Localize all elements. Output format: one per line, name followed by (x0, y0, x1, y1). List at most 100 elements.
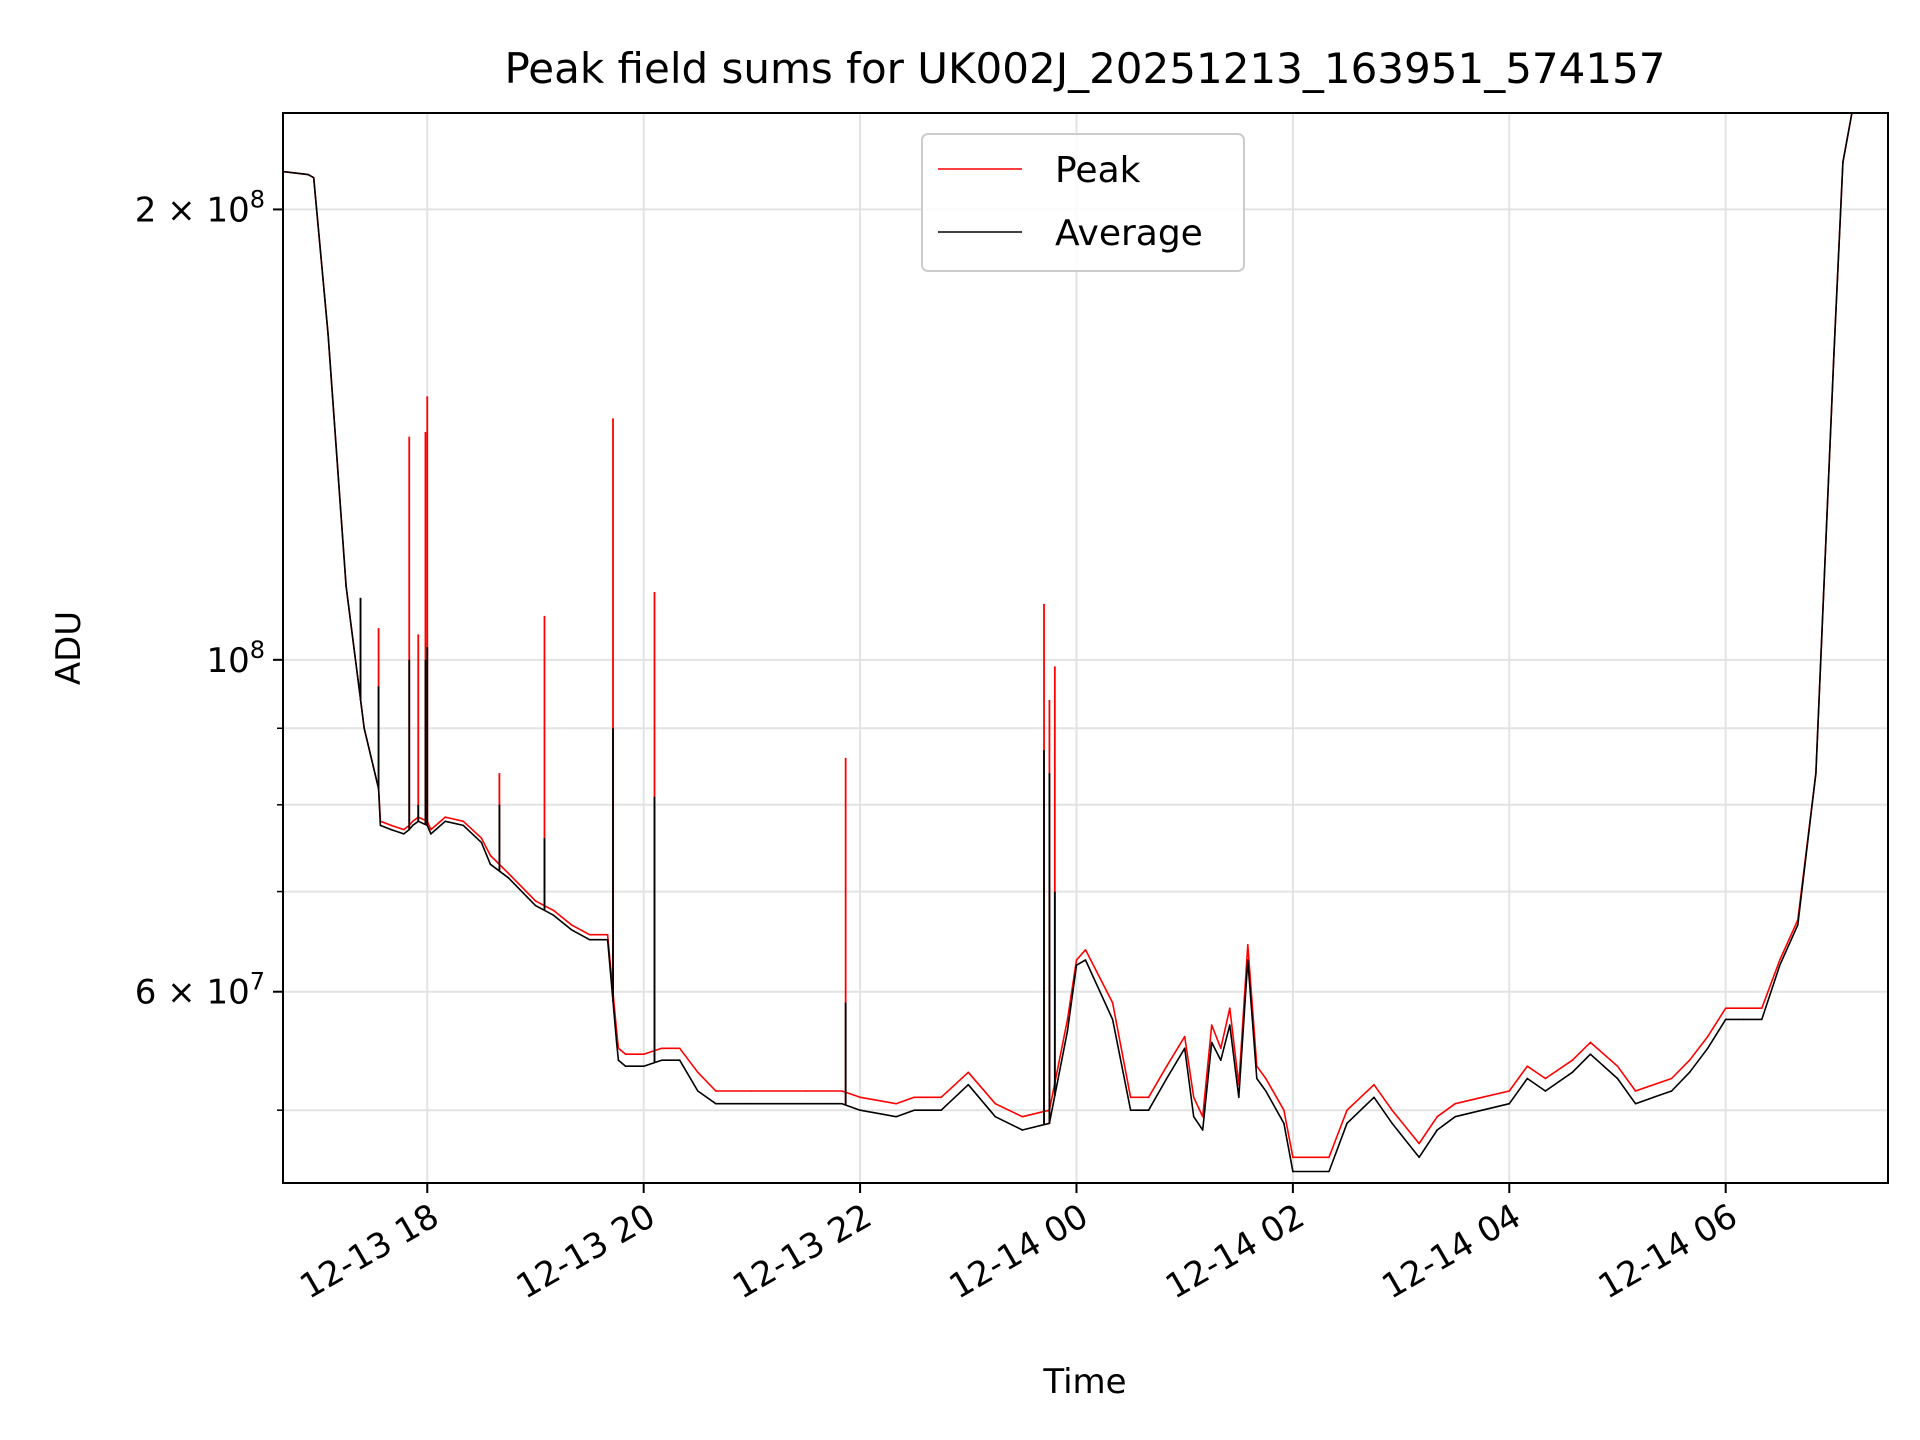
y-tick-exponent: 8 (250, 185, 265, 213)
data-point-average (345, 585, 347, 587)
data-point-average (570, 929, 573, 931)
legend: Peak Average (921, 133, 1245, 272)
y-tick-label: 6 × 107 (135, 968, 265, 1013)
data-point-average (390, 828, 393, 831)
data-point-average (1670, 1090, 1673, 1092)
data-point-peak (1508, 1090, 1511, 1092)
data-point-average (1129, 1109, 1132, 1111)
data-point-peak (913, 1096, 915, 1099)
data-point-average (1778, 964, 1781, 967)
data-point-average (913, 1109, 915, 1111)
data-point-peak (751, 1090, 753, 1092)
series-line-peak (283, 113, 1888, 1159)
data-point-average (1192, 1115, 1195, 1118)
data-point-peak (1742, 1007, 1745, 1009)
data-point-average (403, 833, 405, 835)
data-point-peak (1228, 1007, 1231, 1009)
data-point-average (678, 1059, 681, 1061)
plot-frame (282, 112, 1889, 1184)
data-point-peak (1084, 948, 1087, 951)
data-point-average (940, 1109, 943, 1111)
data-point-average (312, 176, 315, 179)
data-point-average (1652, 1096, 1655, 1099)
data-point-average (994, 1115, 997, 1118)
data-point-average (1219, 1059, 1222, 1061)
data-point-peak (1391, 1109, 1393, 1111)
data-point-average (462, 824, 465, 827)
series-average (283, 113, 1888, 1173)
data-point-peak (1292, 1156, 1294, 1159)
data-point-average (1454, 1115, 1456, 1118)
data-point-peak (1192, 1096, 1195, 1099)
data-point-average (1436, 1129, 1438, 1131)
data-point-peak (1544, 1077, 1547, 1080)
data-point-average (967, 1083, 970, 1086)
spikes-group (359, 396, 1056, 1125)
data-point-average (1256, 1077, 1258, 1080)
series-line-average (283, 113, 1888, 1173)
data-point-peak (606, 933, 609, 936)
data-point-average (1526, 1077, 1529, 1080)
data-point-peak (1165, 1065, 1168, 1068)
data-point-average (412, 824, 414, 827)
data-point-peak (1481, 1096, 1484, 1099)
data-point-average (1815, 772, 1817, 774)
data-point-peak (507, 872, 510, 875)
data-point-peak (552, 909, 555, 912)
data-point-average (1228, 1024, 1231, 1026)
data-point-peak (1210, 1024, 1213, 1026)
data-point-peak (570, 924, 573, 926)
data-point-peak (1247, 943, 1249, 946)
chart-title: Peak field sums for UK002J_20251213_1639… (504, 44, 1665, 93)
data-point-average (1111, 1018, 1114, 1021)
data-point-average (1165, 1077, 1168, 1080)
data-point-peak (805, 1090, 807, 1092)
data-point-peak (489, 854, 492, 857)
y-tick-label: 108 (206, 636, 265, 681)
data-point-average (1842, 161, 1844, 164)
data-point-average (1147, 1109, 1150, 1111)
data-point-average (379, 824, 382, 827)
data-point-peak (895, 1102, 897, 1105)
data-point-peak (1147, 1096, 1150, 1099)
data-point-average (1084, 959, 1087, 961)
data-point-average (552, 914, 555, 916)
data-point-peak (1111, 1001, 1114, 1004)
data-point-peak (588, 933, 591, 936)
data-point-peak (1652, 1083, 1655, 1086)
y-tick-base: 6 × 10 (135, 973, 250, 1013)
data-point-average (327, 333, 329, 336)
data-point-average (617, 1059, 620, 1061)
data-point-peak (1219, 1047, 1222, 1050)
data-point-peak (1283, 1109, 1285, 1111)
data-point-average (696, 1090, 699, 1092)
data-point-average (1183, 1047, 1186, 1050)
data-point-average (1283, 1122, 1285, 1125)
data-point-peak (715, 1090, 717, 1092)
data-point-peak (940, 1096, 943, 1099)
data-point-average (1706, 1047, 1709, 1050)
data-point-peak (1688, 1059, 1691, 1061)
y-tick-base: 10 (206, 641, 249, 681)
data-point-peak (390, 824, 393, 827)
data-point-average (615, 1041, 618, 1044)
data-point-average (805, 1102, 807, 1105)
data-point-peak (1075, 959, 1078, 961)
data-point-average (1589, 1053, 1592, 1055)
data-point-average (1833, 353, 1835, 356)
data-point-average (507, 876, 510, 879)
data-point-peak (696, 1071, 699, 1074)
data-point-average (1391, 1122, 1393, 1125)
data-point-peak (1373, 1083, 1375, 1086)
data-point-peak (444, 816, 447, 818)
data-point-average (1346, 1122, 1348, 1125)
data-point-average (1021, 1129, 1024, 1131)
data-point-average (606, 938, 609, 941)
data-point-peak (534, 900, 537, 902)
data-point-peak (967, 1071, 970, 1074)
data-point-peak (642, 1053, 645, 1055)
data-point-average (715, 1102, 717, 1105)
data-point-average (1742, 1018, 1745, 1021)
data-point-peak (624, 1053, 627, 1055)
data-point-average (1481, 1109, 1484, 1111)
